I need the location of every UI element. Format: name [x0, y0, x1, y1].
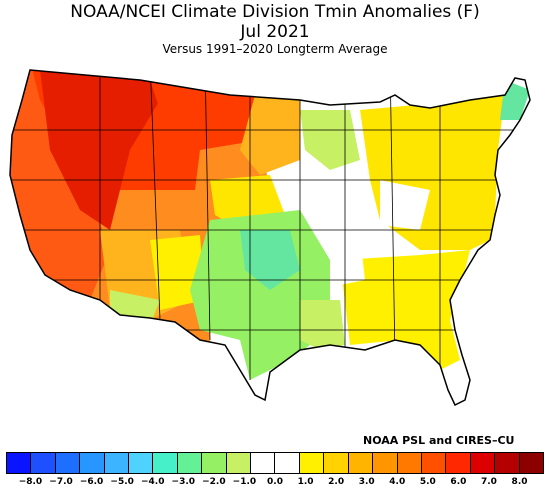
- legend-tick-label: 3.0: [358, 477, 375, 487]
- color-legend-bar: [6, 452, 544, 474]
- anomaly-regions: [10, 70, 530, 405]
- region-northern-plains-orange: [240, 95, 300, 175]
- legend-swatch: [55, 453, 81, 473]
- legend-swatch: [251, 453, 276, 473]
- legend-swatch: [348, 453, 374, 473]
- legend-swatch: [519, 453, 543, 473]
- legend-tick-label: 7.0: [480, 477, 497, 487]
- legend-tick-label: −1.0: [232, 477, 257, 487]
- legend-tick-label: 2.0: [328, 477, 345, 487]
- legend-swatch: [446, 453, 471, 473]
- legend-swatch: [31, 453, 56, 473]
- region-missouri-white: [330, 235, 365, 285]
- legend-tick-labels: −8.0 −7.0 −6.0 −5.0 −4.0 −3.0 −2.0 −1.0 0.0 1.0 2.…: [0, 477, 550, 491]
- region-northern-rockies-red: [150, 80, 265, 160]
- legend-tick-label: −8.0: [18, 477, 43, 487]
- legend-tick-label: −3.0: [171, 477, 196, 487]
- legend-swatch: [397, 453, 422, 473]
- legend-swatch: [226, 453, 252, 473]
- legend-swatch: [7, 453, 32, 473]
- legend-swatch: [299, 453, 325, 473]
- legend-swatch: [421, 453, 447, 473]
- legend-tick-label: 4.0: [389, 477, 406, 487]
- map-date: Jul 2021: [240, 22, 310, 42]
- legend-tick-label: −2.0: [202, 477, 226, 487]
- region-oklahoma-teal: [240, 230, 300, 290]
- legend-swatch: [470, 453, 496, 473]
- legend-tick-label: 8.0: [511, 477, 528, 487]
- legend-swatch: [495, 453, 520, 473]
- legend-swatch: [80, 453, 105, 473]
- legend-swatch: [129, 453, 154, 473]
- credit-label: NOAA PSL and CIRES–CU: [363, 434, 515, 447]
- legend-tick-label: 1.0: [297, 477, 314, 487]
- region-arkansas-green: [300, 300, 345, 350]
- legend-swatch: [202, 453, 227, 473]
- legend-swatch: [104, 453, 130, 473]
- legend-tick-label: −5.0: [110, 477, 134, 487]
- legend-tick-label: −6.0: [79, 477, 104, 487]
- legend-tick-label: 6.0: [450, 477, 467, 487]
- legend-swatch: [177, 453, 203, 473]
- legend-tick-label: −7.0: [49, 477, 73, 487]
- map-title: NOAA/NCEI Climate Division Tmin Anomalie…: [70, 2, 480, 22]
- legend-swatch: [324, 453, 349, 473]
- legend-swatch: [153, 453, 178, 473]
- legend-swatch: [275, 453, 300, 473]
- legend-tick-label: 5.0: [419, 477, 436, 487]
- legend-swatch: [373, 453, 398, 473]
- legend-tick-label: −4.0: [140, 477, 165, 487]
- map-subtitle: Versus 1991–2020 Longterm Average: [162, 42, 388, 56]
- legend-tick-label: 0.0: [267, 477, 283, 487]
